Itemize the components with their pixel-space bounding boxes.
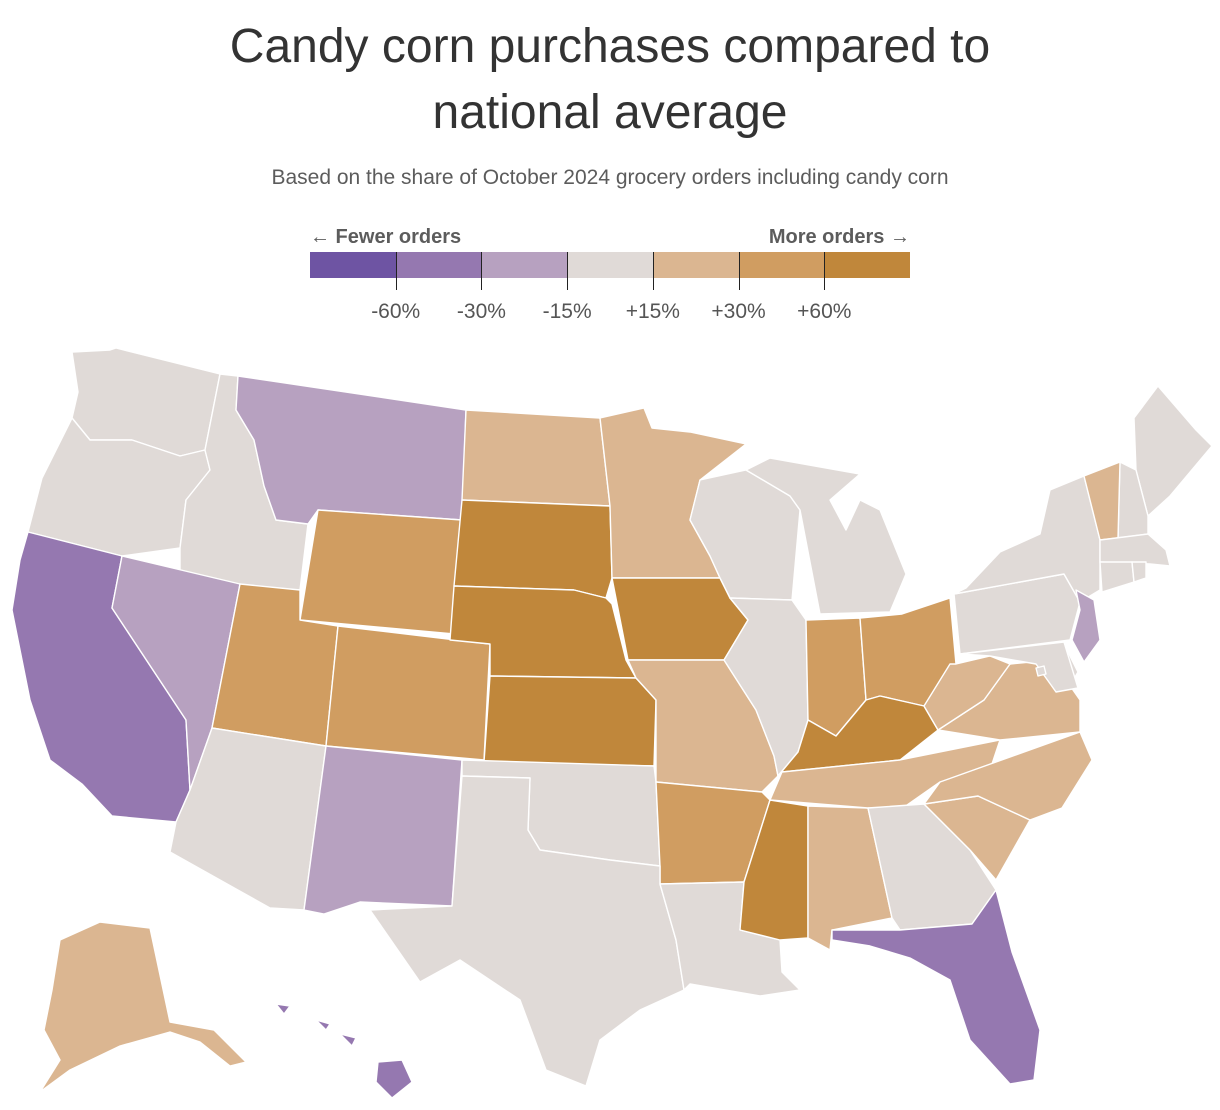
state-ks	[483, 675, 657, 767]
state-ri	[1131, 561, 1147, 583]
state-nd	[461, 409, 611, 507]
state-nj	[1071, 589, 1101, 663]
state-tx	[369, 775, 685, 1087]
state-wv	[923, 655, 1011, 731]
legend-swatch	[652, 252, 739, 278]
legend-tick	[738, 252, 740, 290]
legend-swatch	[395, 252, 482, 278]
subtitle: Based on the share of October 2024 groce…	[271, 166, 949, 189]
state-ak	[39, 921, 247, 1093]
legend-swatch	[738, 252, 825, 278]
legend-tick	[567, 252, 569, 290]
legend-more-label: More orders →	[768, 226, 910, 248]
legend-swatch	[567, 252, 653, 278]
state-wi	[689, 469, 801, 601]
state-hi	[275, 1003, 413, 1099]
state-mt	[235, 375, 467, 525]
state-nm	[303, 745, 463, 915]
state-me	[1133, 385, 1213, 517]
legend-tick	[824, 252, 826, 290]
state-mi	[745, 457, 907, 615]
legend-swatch	[310, 252, 396, 278]
legend-tick-label: -15%	[542, 300, 592, 323]
legend-tick-label: +60%	[797, 300, 852, 323]
state-fl	[831, 889, 1041, 1085]
page-title: Candy corn purchases compared to nationa…	[0, 14, 1220, 146]
title-line-1: Candy corn purchases compared to	[229, 20, 991, 73]
legend-swatch	[481, 252, 568, 278]
legend-tick-label: -60%	[371, 300, 421, 323]
state-ne	[449, 585, 637, 679]
state-dc	[1035, 665, 1047, 677]
state-md	[959, 641, 1079, 693]
state-co	[325, 625, 491, 761]
legend-tick	[481, 252, 483, 290]
legend-swatch	[824, 252, 911, 278]
state-ma	[1099, 533, 1171, 567]
legend-tick-label: -30%	[456, 300, 506, 323]
legend-tick	[652, 252, 654, 290]
legend-tick-label: +30%	[711, 300, 766, 323]
legend-tick-label: +15%	[625, 300, 680, 323]
us-state-map	[11, 347, 1213, 1099]
state-sd	[453, 499, 613, 599]
title-line-2: national average	[432, 86, 788, 139]
legend-tick	[395, 252, 397, 290]
legend-color-scale	[310, 252, 911, 278]
state-ct	[1099, 561, 1135, 593]
state-wy	[299, 509, 463, 635]
state-nc	[923, 731, 1093, 821]
legend-fewer-label: ← Fewer orders	[310, 226, 462, 248]
